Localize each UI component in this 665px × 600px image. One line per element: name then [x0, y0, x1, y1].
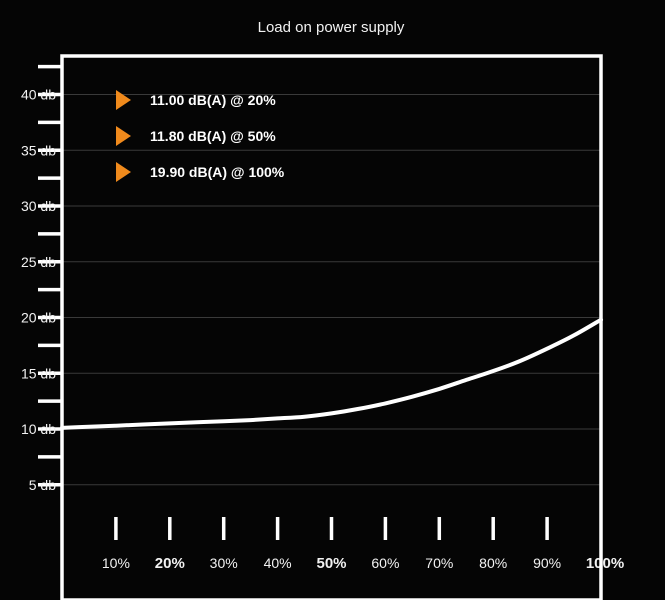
series-line [60, 317, 603, 430]
y-tick-label: 5 db [29, 477, 56, 493]
x-tick-label: 60% [371, 555, 399, 571]
annotation-label: 11.80 dB(A) @ 50% [150, 128, 276, 144]
y-tick-label: 30 db [21, 198, 56, 214]
x-tick-label: 30% [210, 555, 238, 571]
x-tick-label: 10% [102, 555, 130, 571]
x-tick-label: 40% [264, 555, 292, 571]
y-tick-label: 15 db [21, 365, 56, 381]
y-tick-label: 35 db [21, 142, 56, 158]
x-tick-label: 70% [425, 555, 453, 571]
orange-triangle-icon [116, 162, 131, 182]
y-tick-label: 20 db [21, 310, 56, 326]
tick-marks [38, 64, 549, 540]
series-lines [60, 317, 603, 430]
x-tick-label: 90% [533, 555, 561, 571]
y-tick-label: 10 db [21, 421, 56, 437]
annotation-label: 11.00 dB(A) @ 20% [150, 92, 276, 108]
chart-title: Load on power supply [258, 19, 405, 36]
x-tick-label: 20% [155, 555, 185, 572]
annotations: 11.00 dB(A) @ 20% 11.80 dB(A) @ 50% 19.90 … [116, 90, 285, 182]
y-tick-label: 25 db [21, 254, 56, 270]
x-tick-label: 50% [316, 555, 346, 572]
annotation-label: 19.90 dB(A) @ 100% [150, 164, 285, 180]
y-tick-label: 40 db [21, 87, 56, 103]
orange-triangle-icon [116, 126, 131, 146]
tick-labels: 5 db 10 db 15 db 20 db 25 db 30 db 35 db 40 db 1… [21, 87, 624, 573]
x-tick-label: 80% [479, 555, 507, 571]
orange-triangle-icon [116, 90, 131, 110]
x-tick-label: 100% [586, 555, 624, 572]
plot-frame [60, 54, 603, 600]
grid-lines [62, 94, 601, 486]
